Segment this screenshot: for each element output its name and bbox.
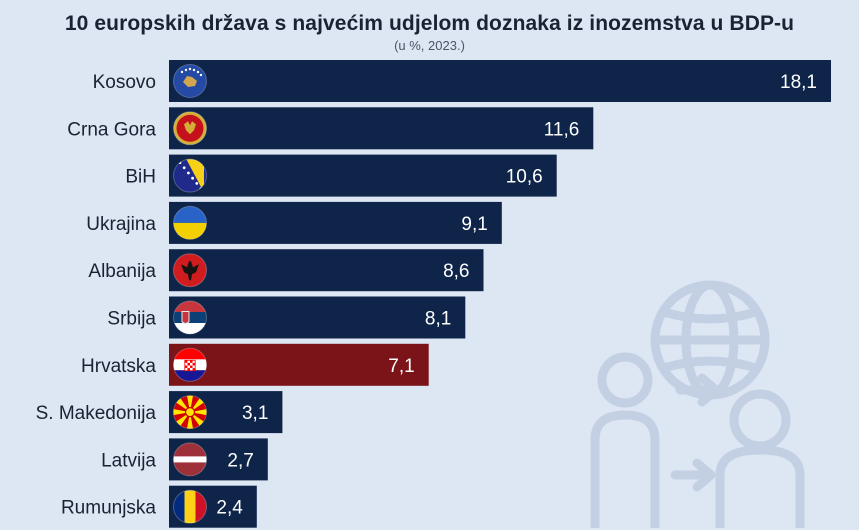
serbia-flag-icon <box>173 301 207 334</box>
albania-flag-icon <box>173 253 207 287</box>
category-label: Latvija <box>101 450 156 471</box>
category-label: BiH <box>125 167 156 188</box>
ukraine-flag-icon <box>173 206 207 240</box>
chart-title: 10 europskih država s najvećim udjelom d… <box>64 12 795 35</box>
category-label: Crna Gora <box>67 119 156 140</box>
bar-hrvatska <box>169 343 429 386</box>
romania-flag-icon <box>173 490 207 524</box>
bar-bih <box>169 154 557 197</box>
category-label: Rumunjska <box>61 498 156 519</box>
croatia-flag-icon <box>173 348 207 382</box>
value-label: 10,6 <box>506 167 543 188</box>
category-label: Kosovo <box>93 72 156 93</box>
category-label: Srbija <box>107 309 156 330</box>
value-label: 11,6 <box>544 119 580 140</box>
globe-people-watermark-icon <box>590 280 805 528</box>
value-label: 18,1 <box>780 72 817 93</box>
value-label: 8,1 <box>425 309 451 330</box>
bar-crna-gora <box>169 107 594 150</box>
bih-flag-icon <box>173 159 207 193</box>
value-label: 3,1 <box>242 403 268 424</box>
value-label: 2,7 <box>227 450 253 471</box>
bar-ukrajina <box>169 201 502 244</box>
category-label: Ukrajina <box>86 214 156 235</box>
bar-srbija <box>169 296 466 339</box>
montenegro-flag-icon <box>173 111 207 145</box>
kosovo-flag-icon <box>173 64 207 98</box>
chart-subtitle: (u %, 2023.) <box>394 38 465 53</box>
value-label: 2,4 <box>216 498 243 519</box>
category-label: S. Makedonija <box>36 403 157 424</box>
value-label: 9,1 <box>461 214 487 235</box>
category-label: Albanija <box>88 261 156 282</box>
category-label: Hrvatska <box>81 356 156 377</box>
value-label: 8,6 <box>443 261 469 282</box>
latvia-flag-icon <box>173 442 207 476</box>
value-label: 7,1 <box>388 356 414 377</box>
bar-albanija <box>169 249 484 292</box>
bar-kosovo <box>169 60 831 102</box>
